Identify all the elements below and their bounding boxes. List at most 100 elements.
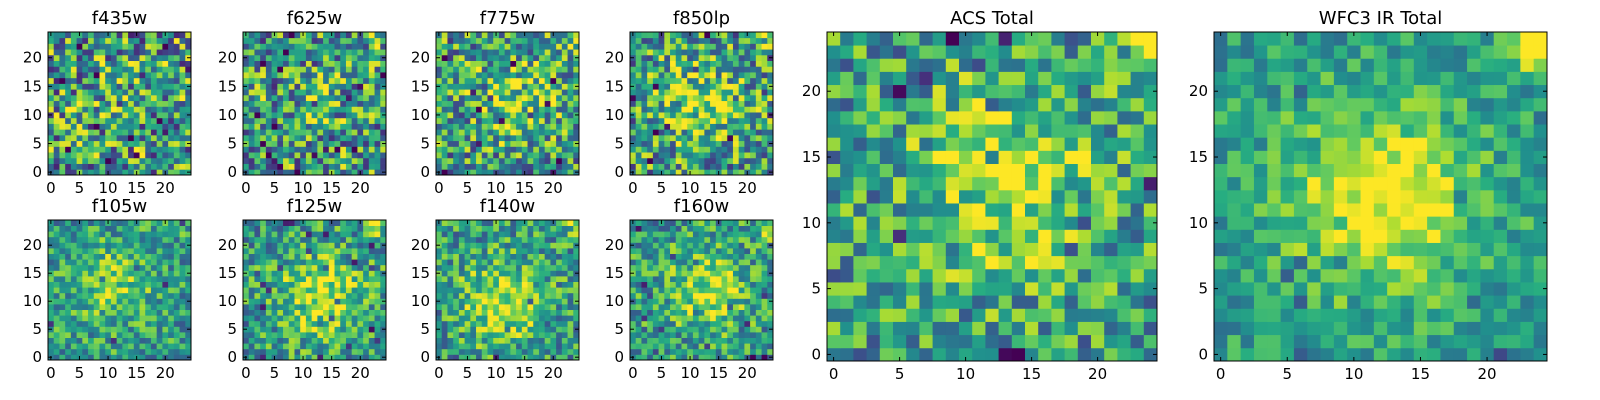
- heatmap-cell: [458, 248, 465, 254]
- heatmap-cell: [464, 332, 471, 338]
- heatmap-cell: [139, 32, 146, 39]
- heatmap-cell: [516, 220, 523, 226]
- heatmap-cell: [647, 326, 654, 333]
- heatmap-cell: [504, 236, 511, 243]
- heatmap-cell: [664, 309, 671, 316]
- heatmap-cell: [698, 326, 705, 333]
- heatmap-cell: [550, 146, 557, 153]
- heatmap-cell: [260, 37, 267, 44]
- heatmap-cell: [556, 298, 563, 305]
- heatmap-cell: [441, 292, 448, 299]
- heatmap-cell: [59, 94, 66, 102]
- heatmap-cell: [139, 152, 146, 159]
- x-tick-label: 0: [434, 179, 444, 197]
- heatmap-cell: [277, 112, 284, 119]
- heatmap-cell: [277, 309, 284, 316]
- heatmap-cell: [464, 49, 471, 56]
- heatmap-cell: [750, 332, 757, 338]
- heatmap-cell: [162, 231, 169, 238]
- heatmap-cell: [470, 140, 477, 147]
- heatmap-cell: [139, 43, 146, 50]
- heatmap-cell: [710, 134, 717, 142]
- heatmap-cell: [357, 94, 364, 102]
- heatmap-cell: [76, 146, 83, 153]
- heatmap-cell: [675, 326, 682, 333]
- heatmap-cell: [732, 163, 740, 170]
- heatmap-cell: [738, 100, 745, 107]
- heatmap-cell: [294, 281, 301, 288]
- heatmap-cell: [133, 270, 140, 277]
- heatmap-cell: [368, 43, 375, 50]
- heatmap-cell: [516, 43, 523, 50]
- heatmap-cell: [311, 140, 318, 147]
- heatmap-cell: [664, 37, 671, 44]
- heatmap-cell: [317, 60, 324, 67]
- heatmap-cell: [538, 89, 546, 96]
- heatmap-cell: [53, 43, 60, 50]
- heatmap-cell: [168, 60, 175, 67]
- heatmap-cell: [533, 315, 540, 322]
- heatmap-cell: [265, 37, 272, 44]
- heatmap-cell: [527, 60, 534, 67]
- heatmap-cell: [767, 37, 774, 44]
- heatmap-cell: [93, 236, 100, 243]
- heatmap-cell: [476, 309, 483, 316]
- heatmap-cell: [527, 270, 534, 277]
- heatmap-cell: [351, 315, 358, 322]
- heatmap-cell: [88, 337, 95, 344]
- heatmap-cell: [738, 326, 745, 333]
- heatmap-cell: [334, 242, 341, 249]
- heatmap-cell: [567, 220, 574, 226]
- heatmap-cell: [93, 270, 100, 277]
- heatmap-cell: [53, 236, 60, 243]
- heatmap-cell: [150, 72, 158, 79]
- heatmap-cell: [110, 315, 118, 322]
- heatmap-cell: [647, 77, 654, 84]
- heatmap-cell: [254, 337, 261, 344]
- heatmap-cell: [556, 270, 563, 277]
- heatmap-cell: [436, 37, 443, 44]
- heatmap-cell: [750, 117, 757, 124]
- heatmap-cell: [481, 315, 488, 322]
- heatmap-cell: [510, 264, 517, 271]
- heatmap-cell: [493, 89, 500, 96]
- heatmap-cell: [323, 89, 330, 96]
- heatmap-cell: [567, 354, 574, 361]
- heatmap-cell: [744, 49, 751, 56]
- heatmap-cell: [82, 276, 89, 282]
- heatmap-cell: [692, 106, 700, 113]
- heatmap-cell: [441, 134, 448, 142]
- heatmap-cell: [173, 94, 180, 102]
- heatmap-cell: [317, 89, 324, 96]
- heatmap-cell: [481, 231, 488, 238]
- heatmap-cell: [527, 129, 534, 136]
- heatmap-cell: [664, 83, 671, 90]
- heatmap-cell: [767, 343, 774, 350]
- heatmap-cell: [664, 281, 671, 288]
- heatmap-cell: [340, 100, 347, 107]
- heatmap-cell: [556, 72, 563, 79]
- heatmap-cell: [436, 43, 443, 50]
- heatmap-cell: [441, 320, 448, 327]
- heatmap-cell: [721, 43, 728, 50]
- heatmap-cell: [521, 54, 528, 61]
- heatmap-cell: [374, 220, 381, 226]
- heatmap-cell: [647, 276, 654, 282]
- heatmap-cell: [139, 242, 146, 249]
- heatmap-cell: [48, 37, 55, 44]
- heatmap-cell: [260, 140, 267, 147]
- heatmap-cell: [715, 37, 722, 44]
- heatmap-cell: [635, 100, 642, 107]
- heatmap-cell: [99, 157, 106, 164]
- heatmap-cell: [162, 152, 169, 159]
- heatmap-cell: [185, 343, 192, 350]
- heatmap-cell: [647, 354, 654, 361]
- heatmap-cell: [168, 292, 175, 299]
- heatmap-cell: [88, 112, 95, 119]
- heatmap-cell: [533, 292, 540, 299]
- heatmap-cell: [277, 129, 284, 136]
- heatmap-cell: [345, 60, 353, 67]
- heatmap-cell: [487, 220, 494, 226]
- heatmap-cell: [76, 49, 83, 56]
